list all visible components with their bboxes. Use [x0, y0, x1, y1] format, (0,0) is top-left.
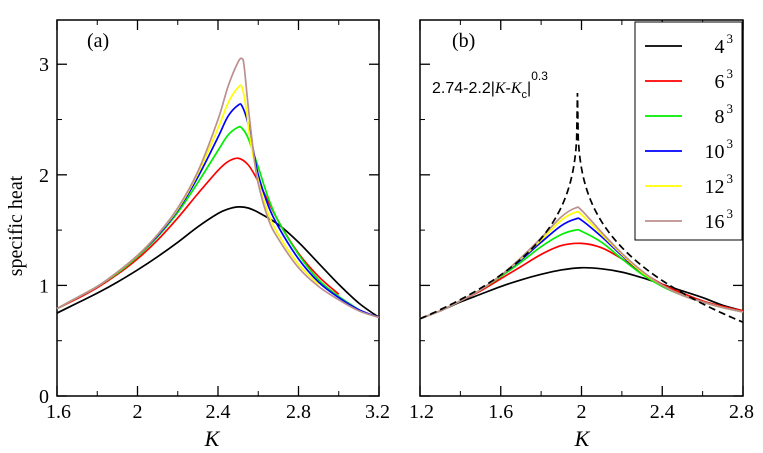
- series-line-16-pow-3: [56, 57, 380, 319]
- fit-annotation: 2.74-2.2|K-Kc|0.3: [432, 69, 548, 101]
- fit-annotation-k: K: [494, 80, 507, 97]
- panel-b-xlabel: K: [574, 426, 591, 451]
- ytick-label: 1: [39, 275, 49, 297]
- panel-b-xtick-label: 2.8: [729, 401, 754, 423]
- legend-box: [634, 21, 743, 241]
- panel-a-xtick-label: 3.2: [365, 401, 390, 423]
- fit-annotation-prefix: 2.74-2.2|: [432, 80, 495, 97]
- series-line-6-pow-3: [419, 242, 744, 320]
- panel-a-xtick-label: 1.6: [46, 401, 71, 423]
- fit-annotation-dash: -: [506, 80, 511, 97]
- panel-b-xtick-label: 2.4: [650, 401, 675, 423]
- series-line-10-pow-3: [56, 103, 380, 319]
- panel-b-ticks: 1.2 1.6 2 2.4 2.8: [409, 20, 754, 423]
- panel-a-xtick-label: 2.4: [206, 401, 231, 423]
- series-line-16-pow-3: [419, 206, 744, 320]
- ytick-label: 0: [39, 386, 49, 408]
- fit-annotation-kc: K: [510, 80, 523, 97]
- panel-a-label: (a): [87, 30, 109, 52]
- y-axis-label: specific heat: [5, 175, 27, 276]
- ytick-label: 2: [39, 165, 49, 187]
- fit-annotation-kc-sub: c: [522, 89, 528, 101]
- panel-a-curves: [56, 57, 380, 319]
- panel-a-xlabel: K: [204, 426, 221, 451]
- fit-annotation-close: |: [527, 80, 531, 97]
- fit-curve: [419, 92, 744, 324]
- series-line-8-pow-3: [56, 125, 360, 311]
- panel-b-curves: [419, 92, 744, 324]
- panel-a-xtick-label: 2: [133, 401, 143, 423]
- panel-b-xtick-label: 1.2: [409, 401, 434, 423]
- panel-a-xtick-label: 2.8: [286, 401, 311, 423]
- fit-annotation-exponent: 0.3: [531, 69, 548, 83]
- legend: 4 3 6 3 8 3 10 3 12 3 16 3: [634, 21, 743, 241]
- series-line-4-pow-3: [419, 266, 744, 320]
- panel-a-ticks: 1.6 2 2.4 2.8 3.2 0 1 2 3: [39, 20, 390, 423]
- panel-b-xtick-label: 2: [577, 401, 587, 423]
- ytick-label: 3: [39, 54, 49, 76]
- legend-label: 10 3: [705, 136, 734, 163]
- panel-a-frame: [56, 19, 380, 397]
- series-line-4-pow-3: [56, 205, 380, 319]
- legend-entries: 4 3 6 3 8 3 10 3 12 3 16 3: [645, 31, 733, 233]
- panel-a: 1.6 2 2.4 2.8 3.2 0 1 2 3 (a) K: [39, 19, 390, 451]
- panel-b-xtick-label: 1.6: [488, 401, 513, 423]
- legend-label: 16 3: [705, 206, 734, 233]
- legend-label: 12 3: [705, 171, 734, 198]
- panel-b-label: (b): [452, 30, 475, 52]
